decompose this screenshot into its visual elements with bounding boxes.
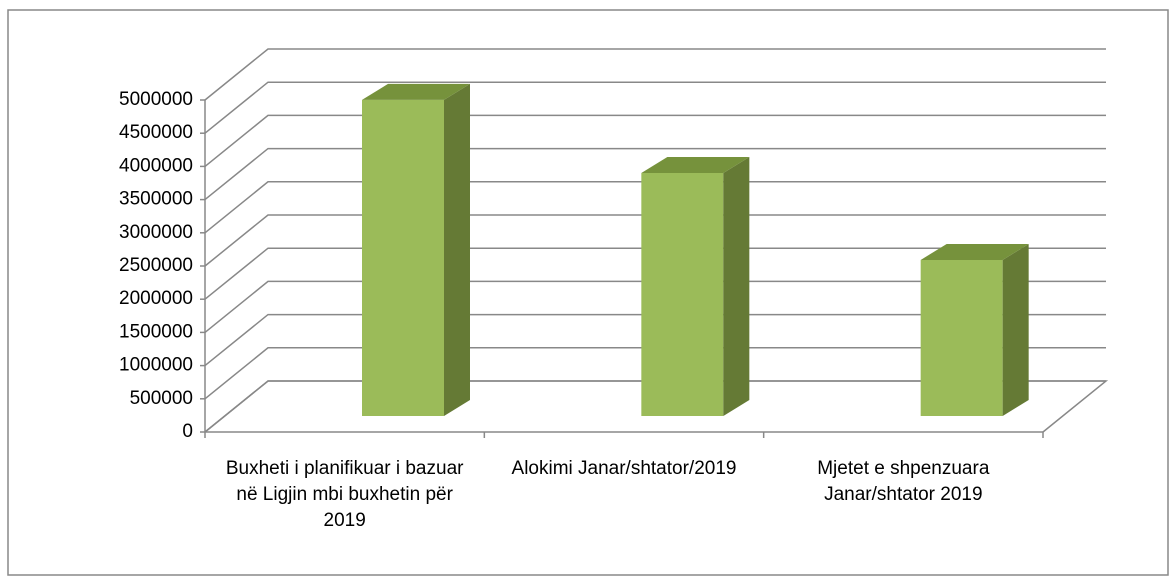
bar-front (362, 99, 444, 416)
y-tick-label: 4000000 (119, 155, 193, 176)
y-tick-label: 3500000 (119, 189, 193, 210)
grid-line (204, 313, 1106, 367)
y-tick-label: 1500000 (119, 321, 193, 342)
bar (641, 156, 750, 416)
grid-line (204, 247, 1106, 300)
bar-front (641, 172, 724, 416)
grid-line (204, 147, 1106, 201)
grid-line (204, 181, 1106, 234)
bar-front (920, 259, 1003, 416)
bar (362, 83, 470, 416)
bar-side (444, 83, 470, 416)
grid-line (204, 114, 1106, 167)
bar (920, 243, 1029, 416)
grid-line (204, 48, 1106, 101)
grid-line (204, 280, 1106, 333)
bar-top (641, 156, 750, 173)
x-tick-label: Alokimi Janar/shtator/2019 (511, 458, 737, 479)
y-tick-label: 0 (182, 421, 193, 442)
y-tick-label: 500000 (130, 388, 193, 409)
y-tick-label: 4500000 (119, 122, 193, 143)
x-tick-label: Mjetet e shpenzuara Janar/shtator 2019 (817, 458, 990, 505)
bar-top (362, 83, 470, 100)
y-tick-label: 2000000 (119, 288, 193, 309)
grid-line (204, 347, 1106, 400)
y-tick-label: 2500000 (119, 255, 193, 276)
bar-top (920, 243, 1029, 260)
y-tick-label: 3000000 (119, 222, 193, 243)
bar-side (723, 156, 750, 416)
x-tick-label: Buxheti i planifikuar i bazuar në Ligjin… (225, 458, 464, 531)
grid-line (204, 81, 1106, 134)
grid-line (204, 380, 1106, 433)
y-tick-label: 5000000 (119, 89, 193, 110)
bar-side (1002, 243, 1029, 416)
grid-line (204, 214, 1106, 267)
y-tick-label: 1000000 (119, 355, 193, 376)
